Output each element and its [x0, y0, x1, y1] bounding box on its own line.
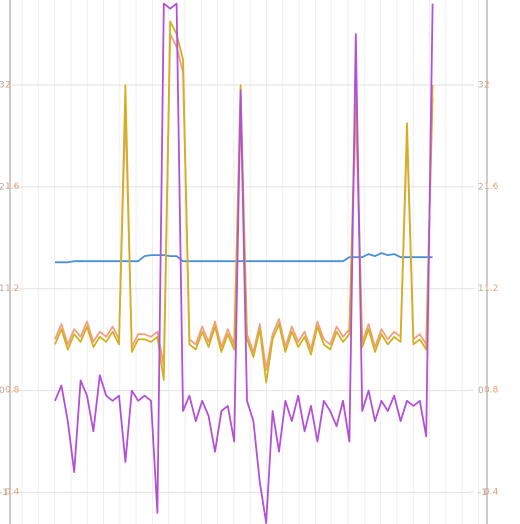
series-line: [54, 2, 434, 524]
y2-tick-label-right: 2: [484, 80, 490, 90]
y-tick-label-right: -1: [478, 488, 487, 498]
y2-tick-label-right: 0.4: [484, 487, 499, 497]
y-tick-label-right: 1: [478, 284, 484, 294]
y2-tick-label: 2: [5, 80, 11, 90]
y-tick-label: -1: [0, 488, 8, 498]
y-tick-label-right: 0: [478, 386, 484, 396]
y-tick-label-right: 2: [478, 182, 484, 192]
y2-tick-label: 1.6: [5, 182, 20, 192]
y2-tick-label: 0.8: [5, 386, 20, 396]
y-tick-label: 3: [0, 81, 5, 91]
y-tick-label-right: 3: [478, 81, 484, 91]
y2-tick-label-right: 1.2: [484, 284, 498, 294]
y2-tick-label: 1.2: [5, 284, 19, 294]
y2-tick-label-right: 1.6: [484, 182, 499, 192]
y-tick-label: 2: [0, 182, 5, 192]
y-tick-label: 1: [0, 284, 5, 294]
y-tick-label: 0: [0, 386, 5, 396]
y2-tick-label-right: 0.8: [484, 386, 499, 396]
y2-tick-label: 0.4: [5, 487, 20, 497]
